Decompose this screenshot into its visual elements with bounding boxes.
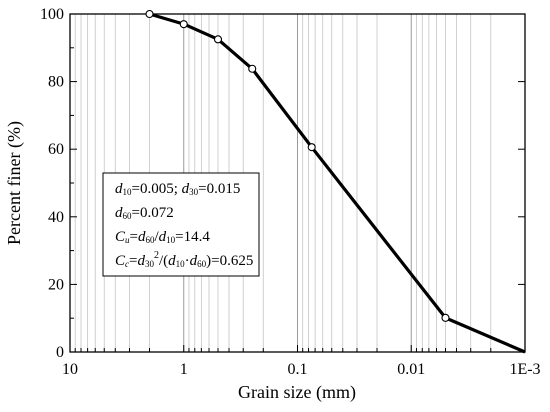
data-point xyxy=(179,20,188,29)
annotation-line-cu: Cu=d60/d10=14.4 xyxy=(115,229,210,245)
data-markers xyxy=(145,9,450,322)
y-tick-label: 20 xyxy=(48,276,64,293)
annotation-frame xyxy=(102,172,260,277)
tick-labels: 0 20 40 60 80 100 10 1 0.1 0.01 1E-3 xyxy=(40,6,541,378)
x-tick-label: 0.01 xyxy=(397,361,425,378)
x-axis-label: Grain size (mm) xyxy=(238,382,356,403)
data-point xyxy=(248,64,257,73)
y-axis-label: Percent finer (%) xyxy=(4,121,25,245)
x-tick-label: 0.1 xyxy=(288,361,308,378)
x-tick-label: 1E-3 xyxy=(509,361,540,378)
x-tick-label: 10 xyxy=(62,361,78,378)
data-point xyxy=(213,35,223,44)
y-tick-label: 100 xyxy=(40,6,64,23)
y-tick-label: 60 xyxy=(48,141,64,158)
y-tick-label: 80 xyxy=(48,74,64,91)
annotation-line-d60: d60=0.072 xyxy=(115,205,174,221)
x-tick-label: 1 xyxy=(180,361,188,378)
annotation-line-cc: Cc=d302/(d10·d60)=0.625 xyxy=(115,250,253,269)
annotation-box: d10=0.005; d30=0.015 d60=0.072 Cu=d60/d1… xyxy=(102,172,260,277)
y-tick-label: 40 xyxy=(48,209,64,226)
annotation-line-d10-d30: d10=0.005; d30=0.015 xyxy=(115,181,240,197)
data-point xyxy=(441,313,450,322)
data-point xyxy=(145,9,154,19)
y-tick-label: 0 xyxy=(56,344,64,361)
data-point xyxy=(307,143,316,152)
